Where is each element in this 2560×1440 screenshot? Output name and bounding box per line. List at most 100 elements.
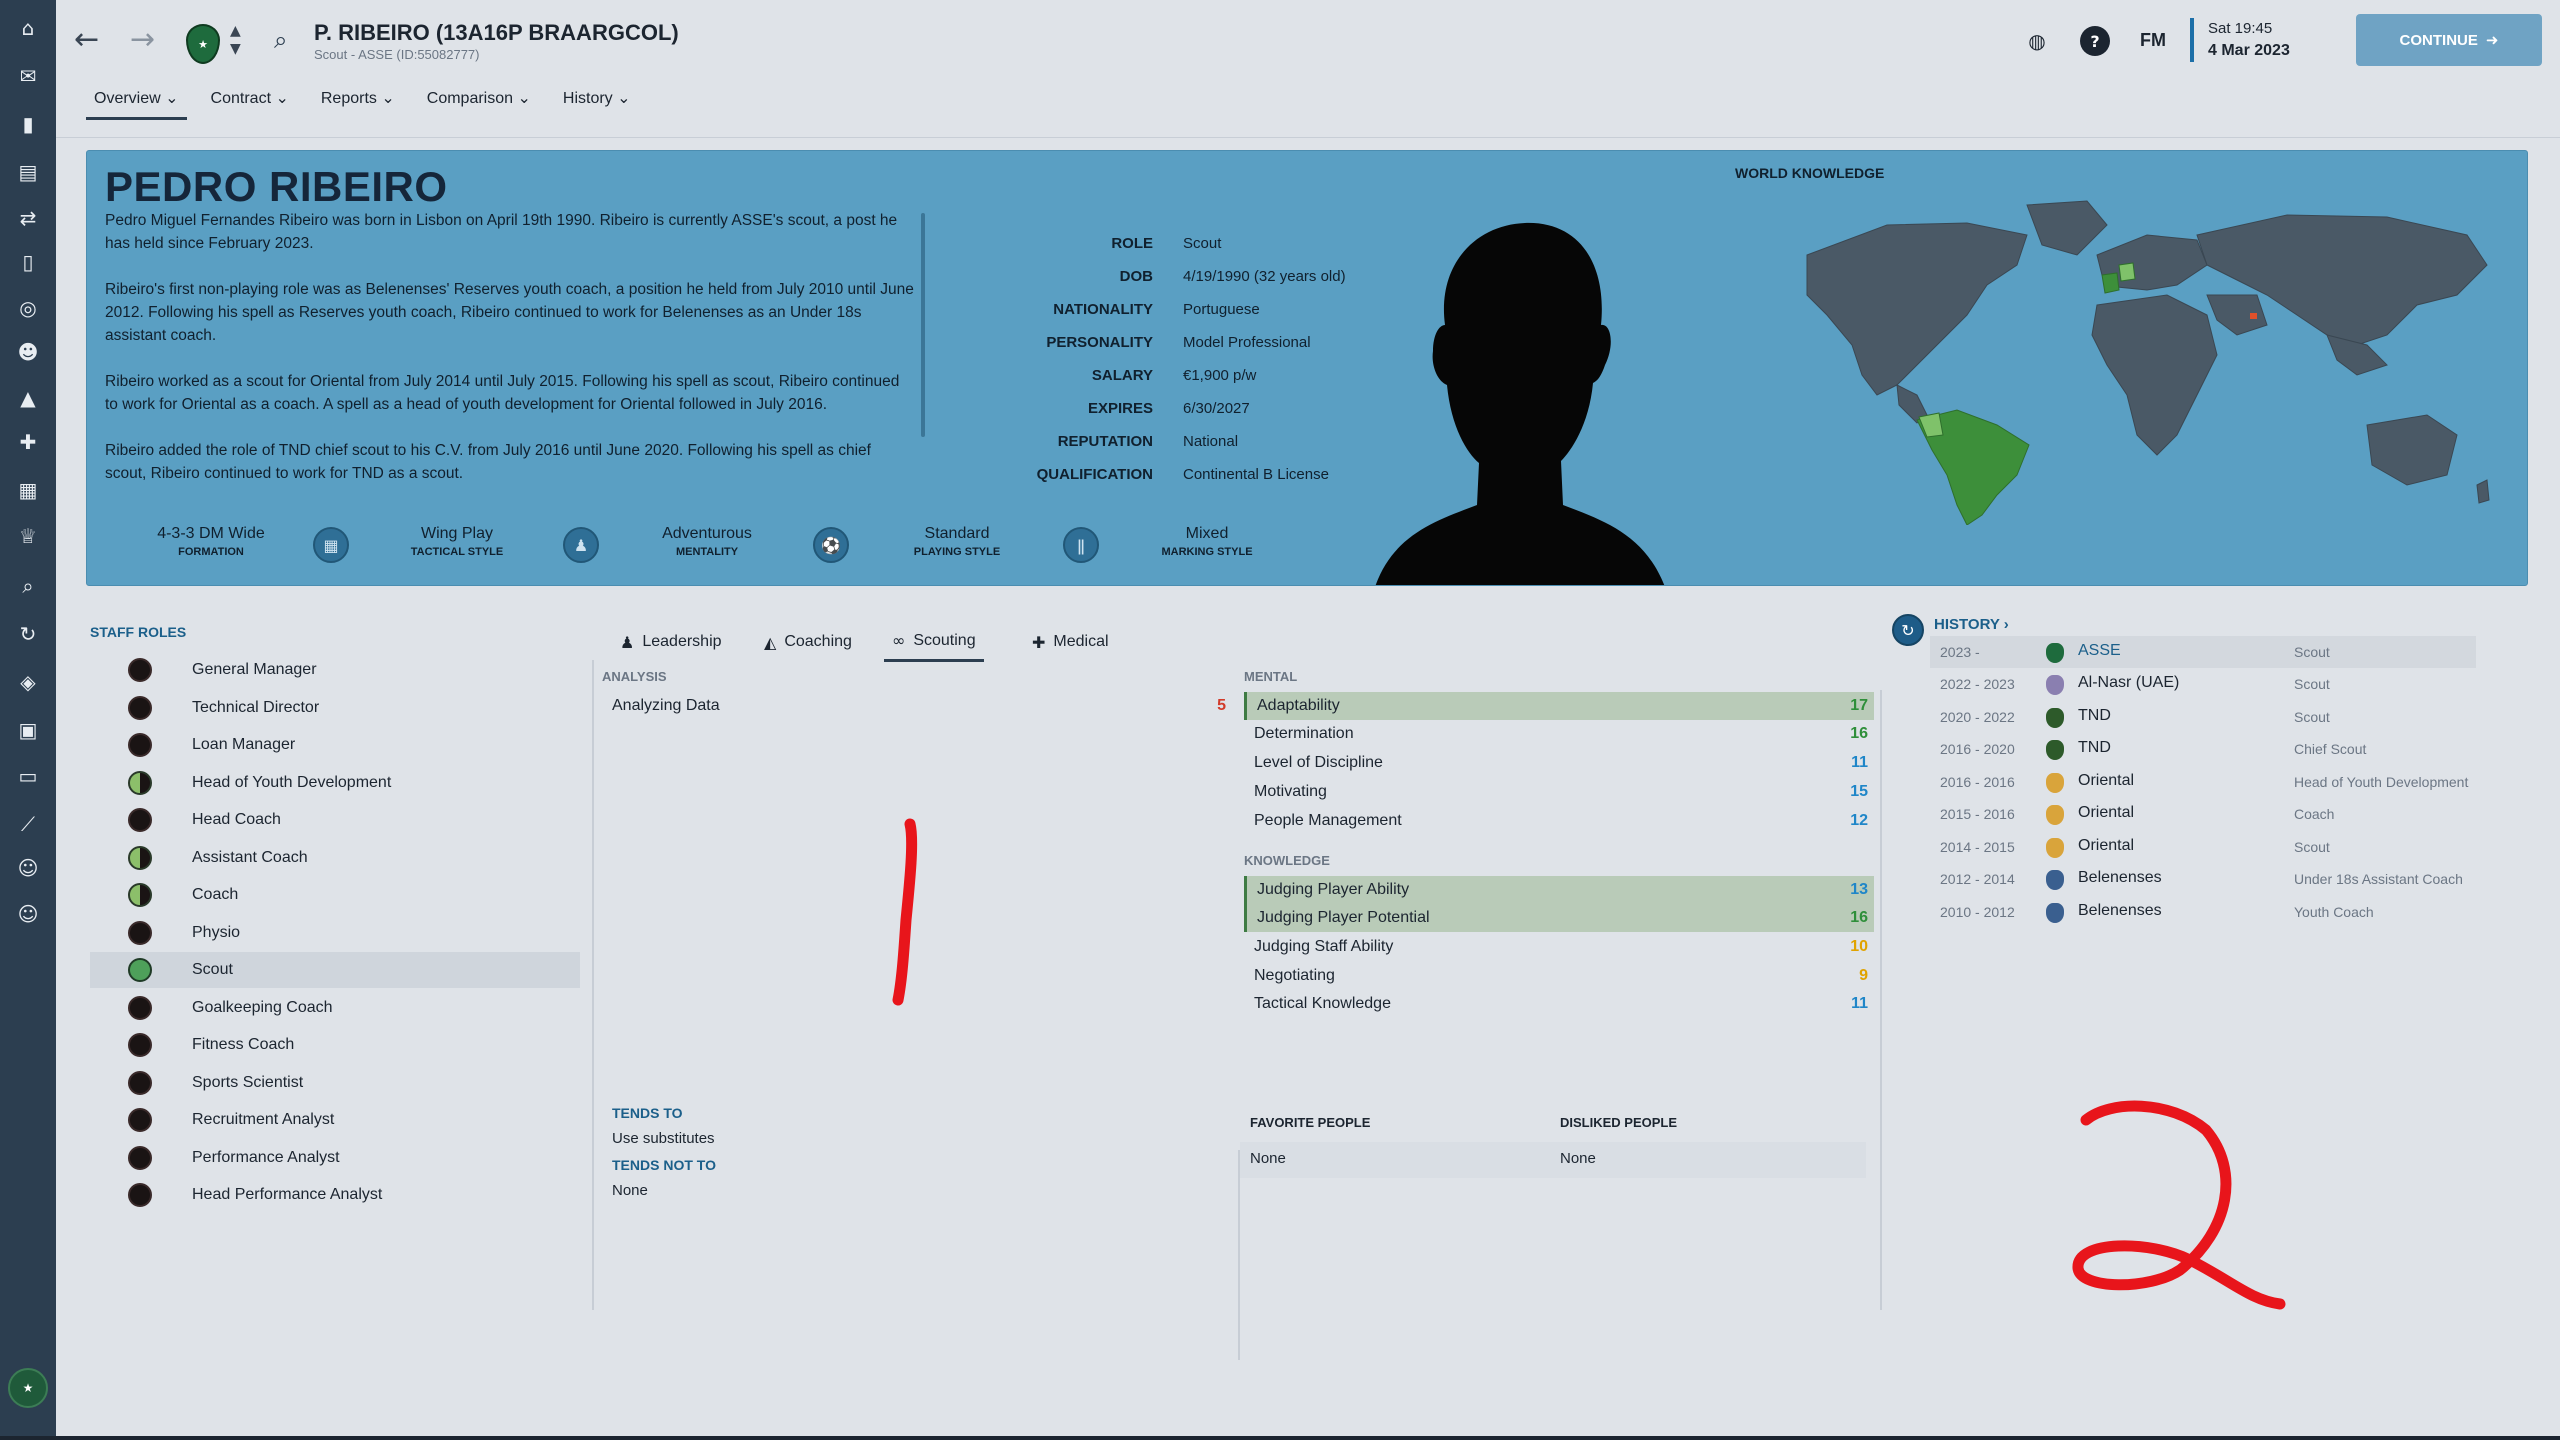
tab-comparison[interactable]: Comparison ⌄ [426,90,531,107]
club-badge-icon [2046,805,2064,825]
youth-icon[interactable]: ☺ [17,902,39,926]
bio-scrollbar[interactable] [921,213,925,437]
history-row[interactable]: 2020 - 2022 TND Scout [1930,701,2476,733]
staff-icon[interactable]: ☻ [17,340,39,364]
continue-button[interactable]: CONTINUE ➜ [2356,14,2542,66]
search-icon[interactable]: ⌕ [274,26,288,54]
role-row[interactable]: Coach [90,877,580,913]
schedule-icon[interactable]: ▦ [18,478,38,502]
tends-to-value: Use substitutes [612,1130,715,1147]
transfers-icon[interactable]: ⇄ [19,206,37,230]
tab-scouting[interactable]: ∞ Scouting [884,622,984,662]
role-row[interactable]: Sports Scientist [90,1065,580,1101]
history-row[interactable]: 2016 - 2016 Oriental Head of Youth Develop… [1930,766,2476,798]
team-report-icon[interactable]: ▤ [18,160,38,184]
reserves-icon[interactable]: ☺ [17,856,39,880]
history-row[interactable]: 2022 - 2023 Al-Nasr (UAE) Scout [1930,668,2476,700]
attribute-row[interactable]: Tactical Knowledge 11 [1254,995,1868,1012]
history-row[interactable]: 2016 - 2020 TND Chief Scout [1930,733,2476,765]
tab-medical[interactable]: ✚ Medical [1032,632,1109,652]
history-icon[interactable]: ↻ [1892,614,1924,646]
role-suitability-icon [128,1146,152,1170]
role-row[interactable]: Technical Director [90,690,580,726]
dynamics-icon[interactable]: ▯ [22,250,34,274]
attribute-row[interactable]: Judging Staff Ability 10 [1254,938,1868,955]
attribute-row[interactable]: Negotiating 9 [1254,967,1868,984]
role-suitability-icon [128,771,152,795]
forward-arrow-icon[interactable]: → [130,22,156,57]
fm-logo[interactable]: FM [2140,30,2166,50]
world-knowledge-map[interactable] [1767,195,2517,525]
tactic-playing-style: Standard PLAYING STYLE [913,525,1001,558]
tab-coaching[interactable]: ◭ Coaching [764,632,852,652]
role-row[interactable]: General Manager [90,652,580,688]
previous-next-staff-icon[interactable]: ▲ ▼ [230,23,241,57]
finances-icon[interactable]: ▣ [18,718,38,742]
development-icon[interactable]: ⟋ [21,812,35,836]
club-badge-icon [2046,675,2064,695]
world-ball-icon[interactable]: ◍ [2028,29,2046,53]
competitions-icon[interactable]: ♕ [19,524,37,548]
medical-icon[interactable]: ✚ [19,430,37,454]
training-icon[interactable]: ▲ [20,386,36,410]
fact-expires: EXPIRES 6/30/2027 [1087,400,1250,417]
recruitment-icon[interactable]: ↻ [19,622,37,646]
tactics-icon[interactable]: ◎ [19,296,37,320]
attribute-row[interactable]: Motivating 15 [1254,783,1868,800]
fact-personality: PERSONALITY Model Professional [1046,334,1311,351]
role-row[interactable]: Loan Manager [90,727,580,763]
back-arrow-icon[interactable]: ← [74,22,100,57]
attribute-row[interactable]: Judging Player Ability 13 [1244,876,1874,904]
tab-contract[interactable]: Contract ⌄ [210,90,289,107]
attribute-row[interactable]: Judging Player Potential 16 [1244,904,1874,932]
tab-reports[interactable]: Reports ⌄ [320,90,395,107]
role-row[interactable]: Assistant Coach [90,840,580,876]
role-row-selected[interactable]: Scout [90,952,580,988]
role-suitability-icon [128,958,152,982]
history-row[interactable]: 2015 - 2016 Oriental Coach [1930,798,2476,830]
tactic-tactical-style: Wing Play TACTICAL STYLE [410,525,504,558]
column-divider [1880,690,1882,1310]
tab-leadership[interactable]: ♟ Leadership [620,632,722,652]
role-row[interactable]: Recruitment Analyst [90,1102,580,1138]
attribute-row[interactable]: Level of Discipline 11 [1254,754,1868,771]
attribute-row[interactable]: People Management 12 [1254,812,1868,829]
club-badge-icon [2046,870,2064,890]
attribute-row[interactable]: Analyzing Data 5 [612,697,1226,714]
fact-reputation: REPUTATION National [1057,433,1239,450]
column-divider [1238,1150,1240,1360]
role-suitability-icon [128,658,152,682]
role-row[interactable]: Head of Youth Development [90,765,580,801]
club-crest-icon[interactable]: ★ [8,1368,48,1408]
history-title[interactable]: HISTORY › [1934,616,2009,633]
scouting-icon[interactable]: ⌕ [22,574,34,598]
attribute-row[interactable]: Adaptability 17 [1244,692,1874,720]
coaching-icon: ◭ [764,632,777,652]
home-icon[interactable]: ⌂ [21,16,35,40]
club-vision-icon[interactable]: ◈ [20,670,36,694]
tactic-marking-style: Mixed MARKING STYLE [1161,525,1253,558]
role-row[interactable]: Goalkeeping Coach [90,990,580,1026]
history-row[interactable]: 2014 - 2015 Oriental Scout [1930,831,2476,863]
tab-history[interactable]: History ⌄ [562,90,631,107]
club-badge-icon[interactable]: ★ [186,24,220,64]
attribute-row[interactable]: Determination 16 [1254,725,1868,742]
history-row[interactable]: 2023 - ASSE Scout [1930,636,2476,668]
window-bottom-edge [0,1436,2560,1440]
page-header: ← → ★ ▲ ▼ ⌕ P. RIBEIRO (13A16P BRAARGCOL)… [56,0,2560,138]
history-row[interactable]: 2012 - 2014 Belenenses Under 18s Assistant… [1930,863,2476,895]
history-row[interactable]: 2010 - 2012 Belenenses Youth Coach [1930,896,2476,928]
role-row[interactable]: Head Performance Analyst [90,1177,580,1213]
inbox-icon[interactable]: ✉ [19,64,37,88]
tab-overview[interactable]: Overview ⌄ [78,84,195,120]
help-icon[interactable]: ? [2080,26,2110,56]
tends-to-label: TENDS TO [612,1105,683,1121]
leadership-icon: ♟ [620,632,635,652]
squad-icon[interactable]: ▮ [22,112,34,136]
role-row[interactable]: Performance Analyst [90,1140,580,1176]
data-hub-icon[interactable]: ▭ [18,764,38,788]
role-row[interactable]: Head Coach [90,802,580,838]
world-knowledge-title: WORLD KNOWLEDGE [1735,165,1885,181]
role-row[interactable]: Physio [90,915,580,951]
role-row[interactable]: Fitness Coach [90,1027,580,1063]
